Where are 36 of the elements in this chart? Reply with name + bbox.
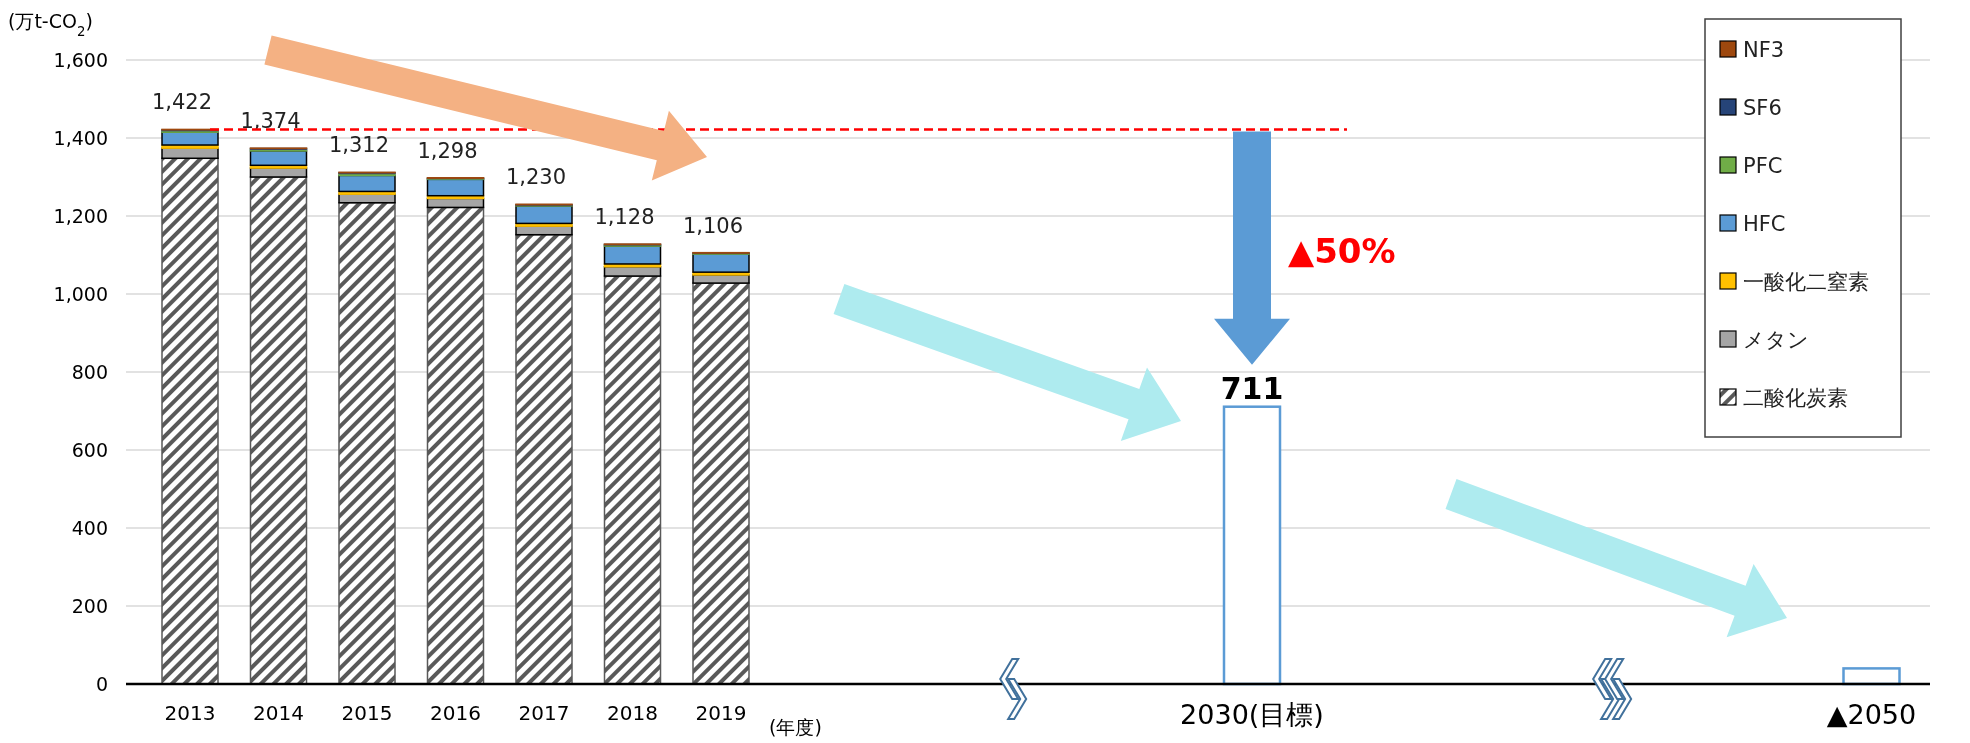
y-tick-label: 1,200 bbox=[53, 205, 108, 227]
x-tick-label: 2019 bbox=[695, 701, 747, 725]
y-axis-title: (万t-CO$_{2}$) bbox=[8, 10, 93, 39]
legend-label: メタン bbox=[1743, 328, 1809, 352]
total-label: 1,106 bbox=[682, 213, 744, 238]
y-tick-label: 800 bbox=[71, 361, 108, 383]
y-tick-label: 1,000 bbox=[53, 283, 108, 305]
x-tick-label: 2017 bbox=[518, 701, 570, 725]
x-tick-label: ▲2050 bbox=[1826, 699, 1917, 730]
total-label: 1,230 bbox=[505, 165, 567, 190]
legend-label: PFC bbox=[1743, 154, 1783, 178]
y-tick-label: 200 bbox=[71, 595, 108, 617]
legend-label: 一酸化二窒素 bbox=[1743, 270, 1869, 294]
x-axis-title: (年度) bbox=[769, 716, 822, 738]
total-label: 1,298 bbox=[417, 138, 478, 163]
x-tick-label: 2018 bbox=[607, 701, 658, 725]
x-tick-label: 2013 bbox=[164, 701, 216, 725]
total-label: 1,312 bbox=[328, 133, 390, 158]
y-tick-label: 1,600 bbox=[53, 49, 108, 71]
total-label: 1,422 bbox=[151, 90, 213, 115]
y-tick-label: 0 bbox=[95, 673, 108, 695]
y-tick-label: 600 bbox=[71, 439, 108, 461]
annotation: ▲50% bbox=[1288, 230, 1396, 271]
total-label: 1,128 bbox=[594, 205, 655, 230]
x-tick-label: 2015 bbox=[341, 701, 393, 725]
legend-label: NF3 bbox=[1743, 38, 1785, 62]
data-label: 711 bbox=[1220, 370, 1284, 406]
total-label: 1,374 bbox=[240, 109, 301, 134]
legend-label: HFC bbox=[1743, 212, 1786, 236]
legend-label: 二酸化炭素 bbox=[1743, 386, 1848, 410]
legend-label: SF6 bbox=[1743, 96, 1782, 120]
y-tick-label: 400 bbox=[71, 517, 108, 539]
y-tick-label: 1,400 bbox=[53, 127, 108, 149]
x-tick-label: 2016 bbox=[430, 701, 481, 725]
x-tick-label: 2014 bbox=[253, 701, 304, 725]
x-tick-label: 2030(目標) bbox=[1180, 699, 1324, 730]
